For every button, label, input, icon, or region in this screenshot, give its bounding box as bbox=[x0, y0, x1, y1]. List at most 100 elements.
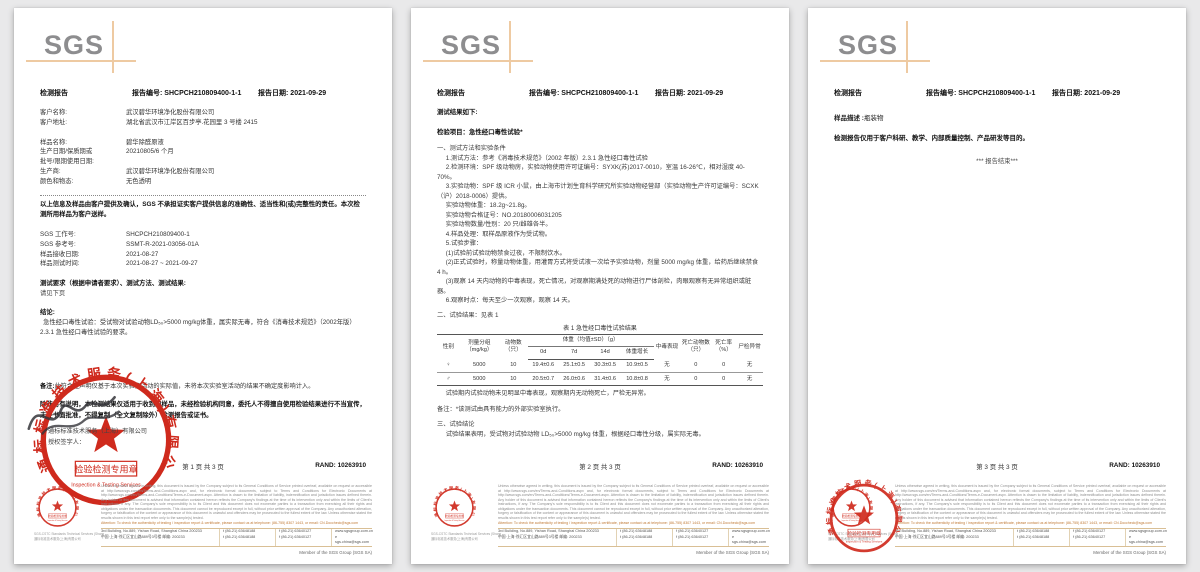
phone: t (86-21) 63648188 bbox=[616, 528, 672, 535]
logo-crosshair-horizontal-line bbox=[423, 60, 533, 62]
method-line: 5.试验步骤： bbox=[445, 240, 483, 248]
report-number: 报告编号: SHCPCH210809400-1-1 bbox=[132, 88, 258, 98]
page-number: 第 2 页 共 3 页 bbox=[579, 464, 621, 471]
report-number-value: SHCPCH210809400-1-1 bbox=[561, 90, 639, 97]
method-line: 实验动物体重：18.2g~21.8g。 bbox=[445, 202, 531, 210]
company-seal-icon: 通标标准技术服务(上海)有限公司 检验检测专用章 Inspection & Te… bbox=[17, 347, 177, 506]
rand-number: RAND: 10263910 bbox=[1109, 462, 1160, 469]
page-number-row: 第 1 页 共 3 页 RAND: 10263910 bbox=[40, 462, 366, 472]
footer-text-block: Unless otherwise agreed in writing, this… bbox=[101, 484, 373, 555]
field-label: 客户名称: bbox=[40, 109, 67, 116]
rand-value: 10263910 bbox=[1131, 462, 1160, 469]
logo-crosshair-vertical-line bbox=[906, 21, 908, 73]
footer-text-block: Unless otherwise agreed in writing, this… bbox=[895, 484, 1167, 555]
issuer-company: 通标标准技术服务（上海）有限公司 bbox=[48, 428, 147, 435]
field-row: 客户名称: 武汉碧华环境净化股份有限公司 bbox=[40, 108, 366, 118]
table-cell: 20.5±0.7 bbox=[527, 372, 559, 386]
footer-disclaimer: Unless otherwise agreed in writing, this… bbox=[895, 484, 1166, 520]
column-header: 死亡动物数（只） bbox=[681, 339, 710, 354]
conclusion-title: 结论: bbox=[40, 309, 55, 317]
field-value: SSMT-R-2021-03056-01A bbox=[126, 240, 199, 248]
table-row: ♂ 5000 10 20.5±0.7 26.0±0.6 31.4±0.6 10.8±0.8 无… bbox=[437, 372, 763, 386]
column-header: 体重增长 bbox=[620, 346, 654, 360]
table-cell: 无 bbox=[736, 372, 763, 386]
table-cell: 10 bbox=[498, 372, 528, 386]
signature-stamp-cluster: 通标标准技术服务（上海）有限公司 授权签字人： 通标标准技术服务(上海)有限公司… bbox=[17, 347, 186, 506]
column-header: 中毒表现 bbox=[655, 343, 679, 350]
table-cell: 19.4±0.6 bbox=[532, 362, 555, 369]
field-row: 颜色和物态: 无色透明 bbox=[40, 177, 366, 187]
address-cn: 中国·上海·徐汇区宜山路889号3号楼 邮编: 200233 bbox=[895, 534, 979, 539]
external-lab-remark: 备注：*该测试由具有能力的外部实验室执行。 bbox=[437, 405, 565, 413]
footer-member-line: Member of the SGS Group (SGS SA) bbox=[696, 550, 769, 555]
table-cell: 5000 bbox=[473, 362, 486, 368]
svg-text:Inspection & Testing Services: Inspection & Testing Services bbox=[47, 519, 67, 522]
footer-address-row: 3rd Building, No.889, Yishan Road, Shang… bbox=[895, 528, 1167, 535]
section-3-title: 三、试验结论 bbox=[437, 421, 475, 429]
page-number-row: 第 3 页 共 3 页 RAND: 10263910 bbox=[834, 462, 1160, 472]
report-date-value: 2021-09-29 bbox=[687, 90, 724, 97]
fax: f (86-21) 63640127 bbox=[672, 534, 728, 546]
logo-crosshair-vertical-line bbox=[509, 21, 511, 73]
method-line: (3)观察 14 天内动物的中毒表现，死亡情况，对观察期满处死的动物进行尸体剖检… bbox=[437, 278, 752, 295]
fax: f (86-21) 63640127 bbox=[1069, 528, 1125, 535]
footer-member-line: Member of the SGS Group (SGS SA) bbox=[1093, 550, 1166, 555]
end-of-report-mark: *** 报告结束*** bbox=[976, 158, 1018, 166]
svg-text:Inspection & Testing Services: Inspection & Testing Services bbox=[71, 483, 141, 489]
sgs-logo-text: SGS bbox=[44, 30, 105, 60]
report-purpose-notice: 检测报告仅用于客户科研、教学、内部质量控制、产品研发等目的。 bbox=[834, 135, 1029, 142]
sgs-reference-block: SGS 工作号: SHCPCH210809400-1 SGS 参考号: SSMT-R… bbox=[40, 230, 366, 269]
footer-address-row: 3rd Building, No.889, Yishan Road, Shang… bbox=[498, 528, 770, 535]
method-line: 2.检测环境：SPF 级动物房，实验动物使用许可证编号：SYXK(苏)2017-… bbox=[437, 164, 745, 181]
table-cell: 30.3±0.5 bbox=[594, 362, 616, 369]
table-cell: ♂ bbox=[437, 372, 460, 386]
sgs-logo-text: SGS bbox=[838, 30, 899, 60]
authorized-signer-label: 授权签字人： bbox=[48, 439, 86, 447]
footer-attention-line: Attention: To check the authenticity of … bbox=[498, 521, 756, 526]
report-number-value: SHCPCH210809400-1-1 bbox=[164, 90, 242, 97]
sample-description-value: 瓶装物 bbox=[863, 115, 884, 122]
table-note: 试验期内试验动物未见明显中毒表现，观察期内无动物死亡，尸检无异常。 bbox=[445, 390, 650, 398]
footer-company-en: SGS-CSTC Standards Technical Services (S… bbox=[828, 532, 898, 537]
report-date-label: 报告日期: bbox=[655, 90, 686, 97]
column-header: 7d bbox=[558, 346, 590, 360]
report-header-row: 检测报告 报告编号: SHCPCH210809400-1-1 报告日期: 202… bbox=[40, 88, 366, 98]
field-row: SGS 工作号: SHCPCH210809400-1 bbox=[40, 230, 366, 240]
report-number-value: SHCPCH210809400-1-1 bbox=[958, 90, 1036, 97]
page-number: 第 3 页 共 3 页 bbox=[976, 464, 1018, 471]
report-date-label: 报告日期: bbox=[258, 90, 289, 97]
report-date: 报告日期: 2021-09-29 bbox=[655, 88, 763, 98]
svg-text:检验检测专用章: 检验检测专用章 bbox=[847, 530, 881, 537]
rand-value: 10263910 bbox=[734, 462, 763, 469]
svg-text:通标标准技术服务(上海)有限公司: 通标标准技术服务(上海)有限公司 bbox=[822, 476, 903, 536]
method-line: 6.观察时点：每天至少一次观察，观察 14 天。 bbox=[445, 297, 574, 305]
company-seal-overlay: 通标标准技术服务(上海)有限公司 检验检测专用章 Inspection & Te… bbox=[817, 469, 906, 560]
sgs-logo-text: SGS bbox=[441, 30, 502, 60]
address-en: 3rd Building, No.889, Yishan Road, Shang… bbox=[498, 528, 599, 533]
fax: f (86-21) 63640127 bbox=[275, 534, 331, 546]
footer-company-lines: SGS-CSTC Standards Technical Services (S… bbox=[431, 532, 501, 541]
table-cell: 0 bbox=[722, 362, 726, 368]
phone: t (86-21) 63648188 bbox=[1013, 534, 1069, 546]
report-number-label: 报告编号: bbox=[926, 90, 957, 97]
handwritten-signature-icon bbox=[27, 396, 120, 435]
footer-stamp-area: 通标标准技术服务(上海)有限公司 检验检测专用章 Inspection & Te… bbox=[34, 484, 104, 555]
column-header: 0d bbox=[527, 346, 559, 360]
sgs-logo: SGS bbox=[423, 21, 557, 73]
table-caption: 表 1 急性经口毒性试验结果 bbox=[563, 325, 637, 333]
conclusion-text: 急性经口毒性试验：受试物对试验动物LD₅₀>5000 mg/kg体重，属实际无毒… bbox=[40, 319, 356, 337]
results-table-body: ♀ 5000 10 19.4±0.6 25.1±0.5 30.3±0.5 10.9±0.5 无… bbox=[437, 359, 763, 386]
footer-disclaimer: Unless otherwise agreed in writing, this… bbox=[101, 484, 372, 520]
report-date: 报告日期: 2021-09-29 bbox=[1052, 88, 1160, 98]
method-line: 3.实验动物：SPF 级 ICR 小鼠，由上海市计划生育科学研究所实验动物经营部… bbox=[437, 183, 759, 200]
rand-value: 10263910 bbox=[337, 462, 366, 469]
sample-description-row: 样品描述 :瓶装物 bbox=[834, 112, 1160, 122]
field-row: 生产商: 武汉碧华环境净化股份有限公司 bbox=[40, 167, 366, 177]
column-header: 动物数（只） bbox=[504, 339, 522, 354]
website-link: www.sgsgroup.com.cn bbox=[331, 528, 373, 535]
column-header: 性别 bbox=[442, 343, 454, 350]
page-footer: 通标标准技术服务(上海)有限公司 检验检测专用章 Inspection & Te… bbox=[431, 484, 770, 555]
footer-address-row: 中国·上海·徐汇区宜山路889号3号楼 邮编: 200233 t (86-21)… bbox=[498, 534, 769, 546]
client-info-block: 客户名称: 武汉碧华环境净化股份有限公司 客户地址: 湖北省武汉市江岸区百步亭.花园… bbox=[40, 108, 366, 128]
rand-number: RAND: 10263910 bbox=[315, 462, 366, 469]
